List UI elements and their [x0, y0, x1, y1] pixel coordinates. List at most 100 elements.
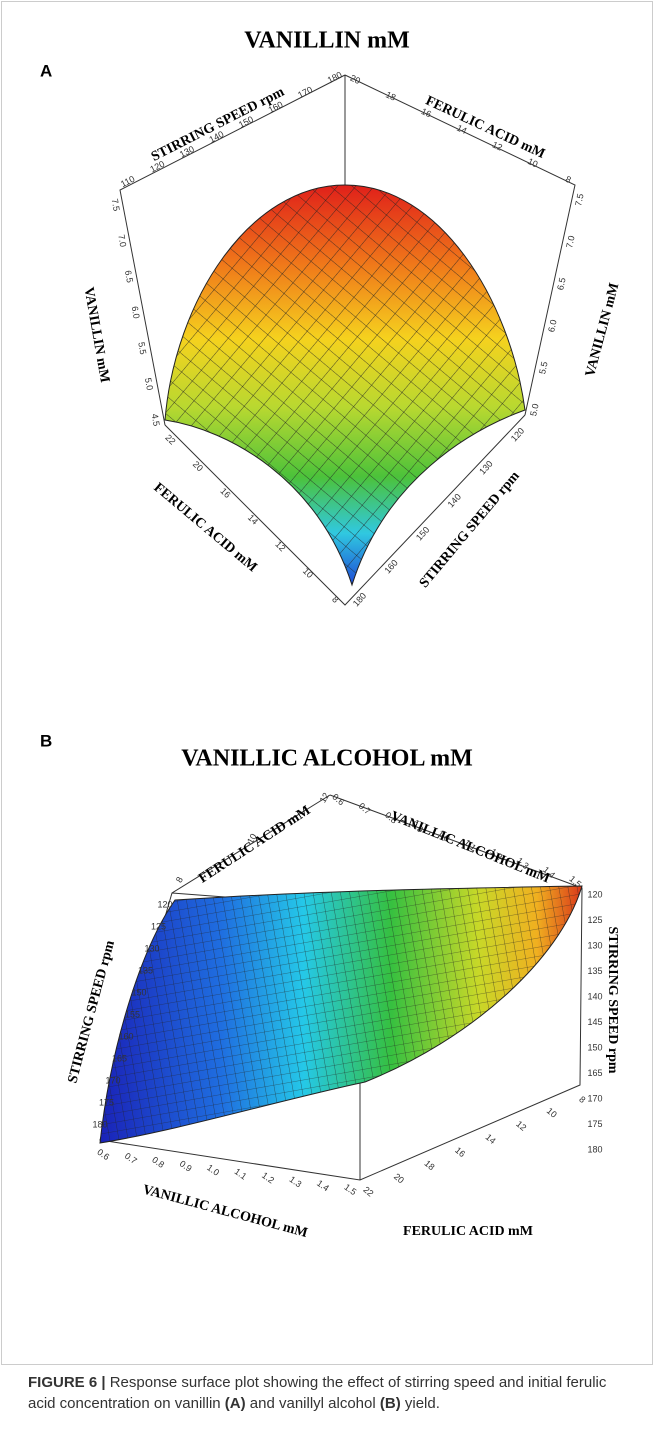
axis-label: FERULIC ACID mM: [423, 94, 547, 162]
frame: [1, 1, 653, 1365]
tick-label: 7.0: [564, 235, 576, 249]
tick-label: 6.5: [555, 277, 567, 291]
tick-label: 14: [484, 1132, 498, 1146]
tick-label: 20: [349, 73, 362, 86]
tick-label: 165: [112, 1053, 127, 1063]
panel-label: B: [40, 731, 52, 750]
tick-label: 0.7: [357, 801, 373, 817]
tick-label: 110: [119, 174, 136, 189]
tick-label: 18: [384, 89, 397, 102]
tick-label: 165: [587, 1068, 602, 1078]
tick-label: 12: [318, 791, 332, 805]
axis-label: FERULIC ACID mM: [151, 480, 260, 575]
axis-label: STIRRING SPEED rpm: [605, 926, 620, 1073]
tick-label: 180: [587, 1144, 602, 1154]
tick-label: 175: [587, 1119, 602, 1129]
tick-label: 5.5: [537, 361, 549, 375]
axis-label: STIRRING SPEED rpm: [149, 85, 287, 165]
tick-label: 1.5: [342, 1182, 358, 1197]
tick-label: 6.0: [130, 305, 142, 319]
tick-label: 180: [351, 591, 368, 609]
tick-label: 145: [587, 1017, 602, 1027]
panel-title: VANILLIN mM: [244, 28, 410, 54]
tick-label: 155: [125, 1009, 140, 1019]
tick-label: 170: [296, 84, 314, 100]
tick-label: 1.0: [205, 1162, 221, 1177]
tick-label: 160: [382, 558, 399, 576]
tick-label: 20: [191, 459, 205, 473]
panel-title: VANILLIC ALCOHOL mM: [181, 746, 473, 772]
tick-label: 10: [301, 566, 315, 580]
tick-label: 12: [491, 139, 504, 152]
axis-label: FERULIC ACID mM: [196, 803, 313, 886]
tick-label: 6.0: [546, 319, 558, 333]
tick-label: 7.5: [110, 198, 122, 212]
tick-label: 12: [273, 539, 287, 553]
caption-text: Response surface plot showing the effect…: [28, 1374, 607, 1412]
tick-label: 130: [587, 940, 602, 950]
tick-label: 16: [218, 486, 232, 500]
tick-label: 10: [526, 156, 539, 169]
tick-label: 10: [545, 1106, 559, 1120]
tick-label: 130: [144, 943, 159, 953]
axis-label: STIRRING SPEED rpm: [417, 468, 523, 591]
tick-label: 5.0: [528, 403, 540, 417]
tick-label: 180: [92, 1119, 107, 1129]
tick-label: 120: [509, 426, 526, 444]
surface-mesh: [164, 184, 526, 587]
axis-label: VANILLIC ALCOHOL mM: [141, 1182, 309, 1241]
tick-label: 7.5: [573, 193, 585, 207]
caption-text: and vanillyl alcohol: [245, 1395, 380, 1412]
tick-label: 7.0: [116, 234, 128, 248]
panel-label: A: [40, 61, 52, 80]
tick-label: 0.6: [330, 792, 346, 808]
tick-label: 0.9: [178, 1158, 194, 1173]
tick-label: 150: [414, 525, 431, 543]
tick-label: 125: [151, 921, 166, 931]
tick-label: 150: [587, 1042, 602, 1052]
tick-label: 1.1: [233, 1166, 249, 1181]
tick-label: 120: [587, 889, 602, 899]
tick-label: 14: [246, 512, 260, 526]
tick-label: 8: [174, 875, 185, 884]
tick-label: 0.6: [95, 1147, 111, 1162]
caption: FIGURE 6 | Response surface plot showing…: [28, 1372, 638, 1414]
tick-label: 16: [420, 106, 433, 119]
tick-label: 175: [99, 1097, 114, 1107]
surface-mesh: [99, 885, 583, 1144]
tick-label: 170: [587, 1093, 602, 1103]
tick-label: 140: [446, 492, 463, 510]
tick-label: 8: [330, 594, 341, 605]
tick-label: 20: [392, 1171, 406, 1185]
tick-label: 18: [422, 1158, 436, 1172]
tick-label: 135: [587, 966, 602, 976]
tick-label: 125: [587, 915, 602, 925]
tick-label: 180: [326, 70, 344, 86]
tick-label: 0.7: [123, 1151, 139, 1166]
axis-label: FERULIC ACID mM: [403, 1224, 533, 1239]
tick-label: 16: [453, 1145, 467, 1159]
tick-label: 22: [361, 1184, 375, 1198]
tick-label: 12: [514, 1119, 528, 1133]
tick-label: 0.8: [150, 1155, 166, 1170]
tick-label: 22: [163, 432, 177, 446]
tick-label: 160: [118, 1031, 133, 1041]
tick-label: 135: [138, 965, 153, 975]
caption-label: FIGURE 6 |: [28, 1374, 106, 1391]
axis-label: VANILLIC ALCOHOL mM: [388, 809, 551, 887]
tick-label: 170: [105, 1075, 120, 1085]
tick-label: 120: [157, 899, 172, 909]
tick-label: 8: [577, 1094, 587, 1105]
tick-label: 8: [564, 174, 573, 185]
figure: A VANILLIN mM B VANILLIC ALCOHOL mM 110 1…: [1, 1, 653, 1365]
tick-label: 5.0: [143, 377, 155, 391]
axis-label: VANILLIN mM: [81, 286, 113, 384]
axis-label: STIRRING SPEED rpm: [65, 939, 118, 1085]
tick-label: 10: [245, 832, 259, 846]
axis-label: VANILLIN mM: [583, 281, 622, 378]
axis-box: [119, 74, 576, 606]
tick-label: 150: [131, 987, 146, 997]
caption-text: (A): [224, 1395, 246, 1412]
tick-label: 1.4: [315, 1178, 331, 1193]
